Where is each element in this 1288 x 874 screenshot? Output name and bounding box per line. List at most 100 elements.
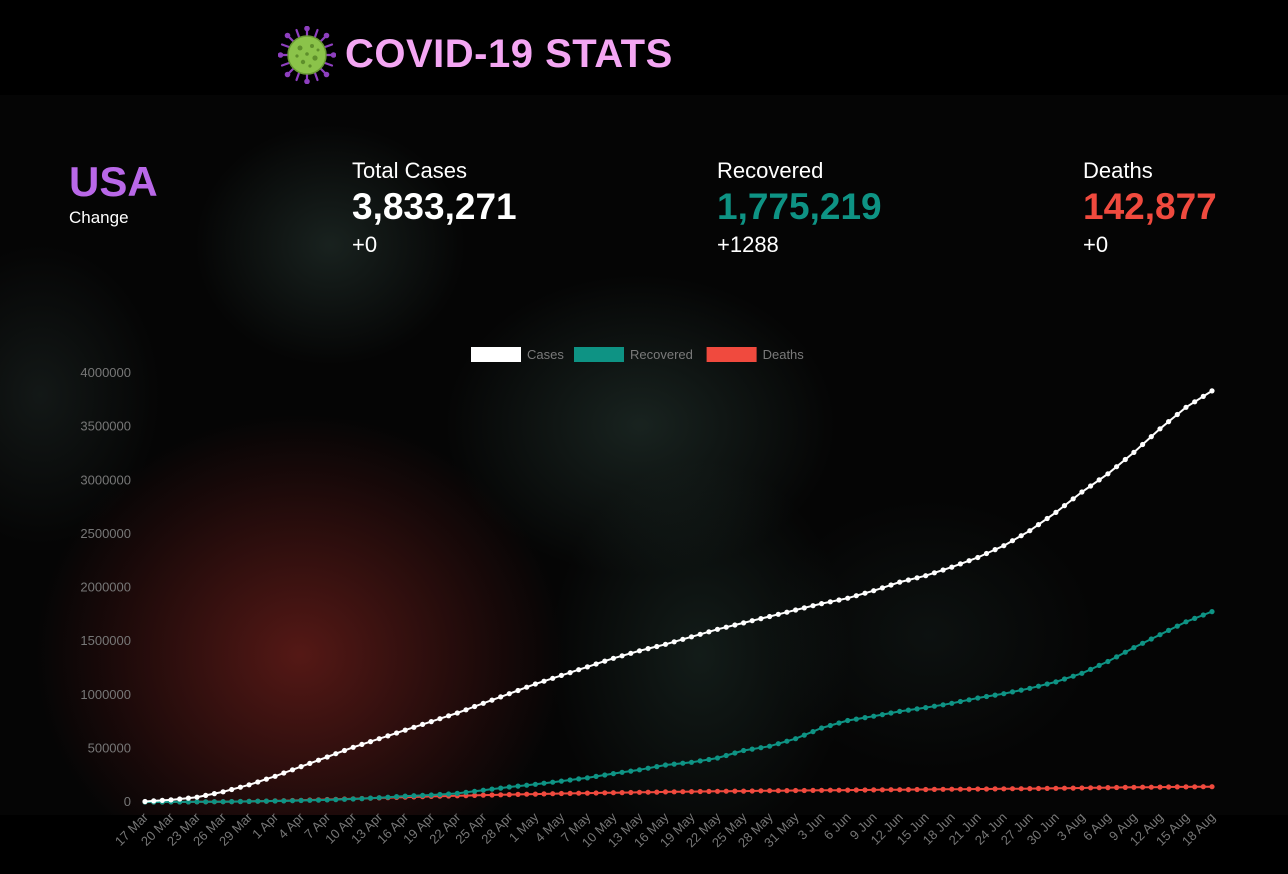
data-point-deaths bbox=[845, 787, 851, 793]
data-point-deaths bbox=[1061, 785, 1068, 791]
data-point-cases bbox=[810, 603, 816, 609]
data-point-cases bbox=[211, 791, 217, 797]
data-point-deaths bbox=[888, 787, 894, 793]
data-point-recovered bbox=[506, 784, 512, 790]
data-point-recovered bbox=[602, 772, 608, 778]
data-point-cases bbox=[1079, 489, 1085, 495]
data-point-deaths bbox=[576, 790, 582, 796]
data-point-deaths bbox=[524, 791, 530, 797]
data-point-cases bbox=[662, 641, 669, 647]
data-point-recovered bbox=[1114, 654, 1120, 660]
data-point-deaths bbox=[654, 789, 660, 795]
data-point-cases bbox=[1009, 538, 1016, 544]
data-point-recovered bbox=[498, 785, 504, 791]
data-point-deaths bbox=[558, 790, 565, 797]
data-point-cases bbox=[1166, 419, 1172, 425]
data-point-deaths bbox=[645, 789, 651, 795]
data-point-cases bbox=[289, 767, 296, 773]
data-point-cases bbox=[255, 779, 261, 785]
data-point-cases bbox=[1035, 522, 1042, 528]
data-point-cases bbox=[480, 700, 486, 706]
y-tick-label: 500000 bbox=[88, 740, 131, 755]
data-point-recovered bbox=[931, 703, 938, 709]
data-point-cases bbox=[853, 593, 859, 599]
data-point-deaths bbox=[1174, 784, 1180, 790]
data-point-recovered bbox=[298, 797, 304, 804]
data-point-cases bbox=[879, 585, 886, 591]
data-point-recovered bbox=[1166, 627, 1172, 633]
data-point-deaths bbox=[793, 787, 799, 794]
data-point-cases bbox=[1105, 471, 1111, 477]
data-point-deaths bbox=[567, 790, 573, 796]
data-point-cases bbox=[706, 629, 712, 635]
y-tick-label: 1000000 bbox=[80, 687, 131, 702]
data-point-recovered bbox=[836, 720, 842, 726]
data-point-recovered bbox=[949, 700, 955, 706]
data-point-deaths bbox=[1001, 786, 1007, 792]
data-point-recovered bbox=[1192, 615, 1198, 621]
background-image bbox=[0, 95, 1288, 815]
deaths-stat: Deaths 142,877 +0 bbox=[1083, 158, 1217, 258]
region-panel: USA Change bbox=[69, 158, 158, 228]
y-tick-label: 3500000 bbox=[80, 419, 131, 434]
data-point-deaths bbox=[472, 792, 478, 798]
data-point-recovered bbox=[1209, 609, 1215, 615]
data-point-cases bbox=[793, 607, 799, 613]
data-point-cases bbox=[168, 797, 174, 803]
data-point-cases bbox=[1183, 404, 1189, 410]
data-point-deaths bbox=[515, 791, 521, 797]
data-point-recovered bbox=[1183, 619, 1189, 625]
data-point-deaths bbox=[905, 787, 912, 793]
data-point-deaths bbox=[931, 786, 938, 792]
data-point-cases bbox=[1122, 456, 1128, 463]
deaths-value: 142,877 bbox=[1083, 186, 1217, 227]
legend-swatch-recovered bbox=[574, 347, 624, 362]
data-point-recovered bbox=[645, 765, 651, 771]
data-point-recovered bbox=[289, 798, 296, 804]
data-point-cases bbox=[185, 795, 191, 801]
data-point-deaths bbox=[1114, 784, 1120, 791]
data-point-recovered bbox=[558, 778, 565, 784]
data-point-deaths bbox=[914, 786, 920, 793]
data-point-cases bbox=[315, 757, 322, 763]
data-point-recovered bbox=[420, 792, 426, 798]
data-point-cases bbox=[767, 613, 773, 620]
line-chart: Cases Recovered Deaths 0 500000 1000000 15000… bbox=[80, 347, 1218, 850]
data-point-deaths bbox=[688, 789, 695, 795]
data-point-deaths bbox=[1148, 784, 1154, 790]
data-point-cases bbox=[1088, 483, 1094, 489]
data-point-cases bbox=[307, 760, 313, 766]
data-point-recovered bbox=[454, 790, 460, 796]
data-point-recovered bbox=[688, 759, 695, 765]
data-point-recovered bbox=[584, 775, 591, 781]
data-point-recovered bbox=[619, 769, 625, 775]
data-point-deaths bbox=[810, 787, 816, 793]
data-point-recovered bbox=[524, 782, 530, 788]
data-point-cases bbox=[671, 639, 677, 645]
data-point-recovered bbox=[767, 743, 773, 749]
data-point-cases bbox=[402, 727, 408, 733]
data-point-recovered bbox=[610, 771, 617, 777]
data-point-recovered bbox=[845, 717, 851, 724]
data-point-recovered bbox=[732, 750, 738, 756]
data-point-recovered bbox=[923, 705, 929, 711]
data-point-recovered bbox=[428, 792, 434, 798]
data-point-cases bbox=[524, 684, 530, 690]
data-point-recovered bbox=[541, 780, 547, 786]
deaths-label: Deaths bbox=[1083, 158, 1153, 183]
data-point-cases bbox=[654, 643, 660, 650]
data-point-cases bbox=[983, 550, 990, 557]
data-point-deaths bbox=[741, 788, 747, 794]
data-point-deaths bbox=[879, 787, 886, 793]
data-point-deaths bbox=[801, 787, 807, 794]
data-point-cases bbox=[975, 554, 981, 561]
data-point-deaths bbox=[992, 786, 998, 792]
legend-label-cases: Cases bbox=[527, 347, 564, 362]
series-recovered bbox=[142, 609, 1215, 805]
data-point-cases bbox=[888, 582, 894, 588]
data-point-recovered bbox=[1088, 666, 1094, 672]
data-point-recovered bbox=[793, 736, 799, 742]
data-point-recovered bbox=[1174, 623, 1180, 629]
data-point-deaths bbox=[541, 791, 547, 797]
data-point-deaths bbox=[1035, 785, 1042, 792]
